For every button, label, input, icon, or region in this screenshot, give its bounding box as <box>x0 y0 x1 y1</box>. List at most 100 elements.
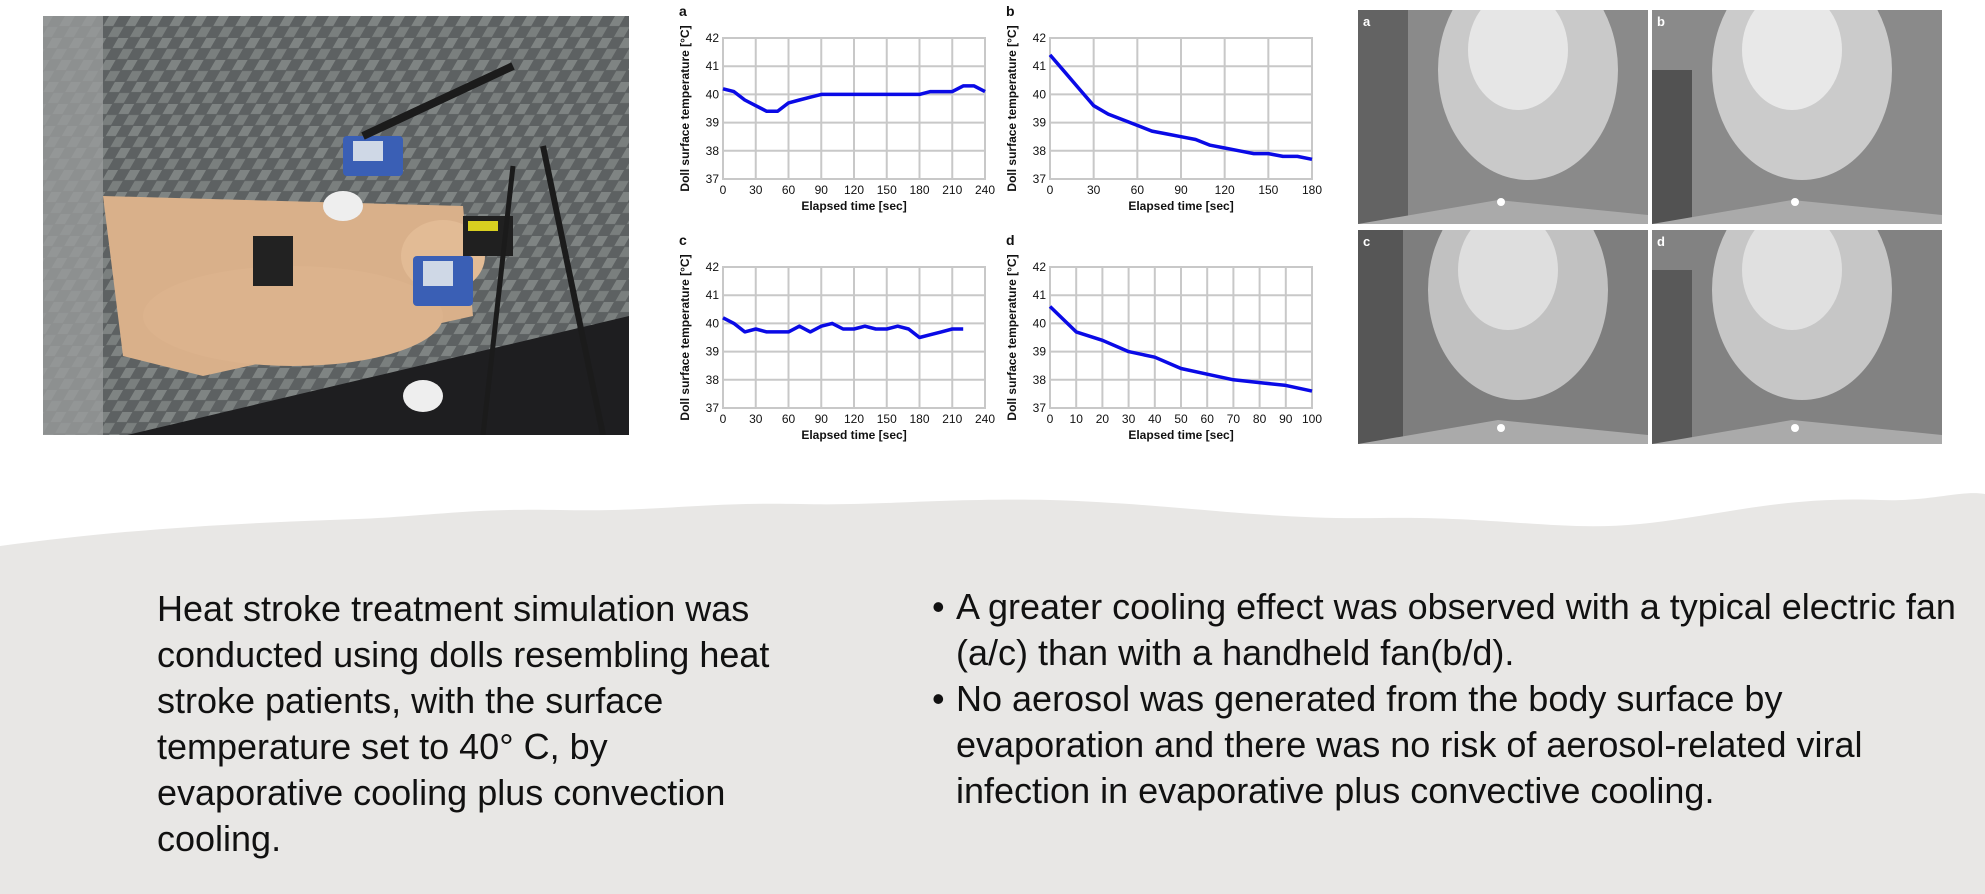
chart-b-svg: b 0 30 60 90 120 150 180 37 38 39 40 41 42 Elapsed tim… <box>1005 3 1322 213</box>
x-tick-label: 50 <box>1174 412 1188 426</box>
schlieren-label-c: c <box>1363 234 1371 249</box>
y-axis-label: Doll surface temperature [°C] <box>1005 254 1019 420</box>
y-tick-label: 39 <box>1033 116 1047 130</box>
y-tick-label: 40 <box>1033 87 1047 101</box>
x-tick-label: 40 <box>1148 412 1162 426</box>
temperature-charts: a 0 30 60 90 120 150 180 210 240 37 38 39 40 41 42 Elaps… <box>675 0 1335 460</box>
bullet-item: • No aerosol was generated from the body… <box>930 676 1970 814</box>
y-tick-label: 40 <box>706 87 720 101</box>
chart-b: b 0 30 60 90 120 150 180 37 38 39 40 41 42 Elapsed tim… <box>1002 0 1322 225</box>
y-tick-label: 41 <box>706 288 720 302</box>
y-tick-label: 37 <box>1033 401 1047 415</box>
panel-label: d <box>1006 232 1015 248</box>
y-tick-label: 37 <box>706 172 720 186</box>
y-tick-label: 37 <box>706 401 720 415</box>
schlieren-label-a: a <box>1363 14 1371 29</box>
schlieren-label-d: d <box>1657 234 1665 249</box>
schlieren-panel-b: b <box>1652 10 1942 224</box>
x-tick-label: 30 <box>1122 412 1136 426</box>
y-tick-label: 39 <box>706 116 720 130</box>
x-tick-label: 30 <box>749 183 763 197</box>
chart-c: c 0 30 60 90 120 150 180 210 240 37 38 39 40 41 42 Elaps… <box>675 229 995 454</box>
y-tick-label: 42 <box>706 31 720 45</box>
x-tick-label: 240 <box>975 183 995 197</box>
x-axis-label: Elapsed time [sec] <box>1128 428 1233 442</box>
temperature-series-line <box>722 84 986 114</box>
x-tick-label: 0 <box>720 183 727 197</box>
x-tick-label: 120 <box>844 183 864 197</box>
x-tick-label: 180 <box>909 412 929 426</box>
x-tick-label: 150 <box>877 183 897 197</box>
y-tick-label: 38 <box>1033 373 1047 387</box>
schlieren-label-b: b <box>1657 14 1665 29</box>
y-axis-label: Doll surface temperature [°C] <box>678 254 692 420</box>
x-tick-label: 150 <box>1258 183 1278 197</box>
bullet-dot: • <box>932 678 945 719</box>
x-tick-label: 120 <box>844 412 864 426</box>
y-tick-label: 40 <box>1033 316 1047 330</box>
x-axis-label: Elapsed time [sec] <box>801 199 906 213</box>
chart-a-svg: a 0 30 60 90 120 150 180 210 240 37 38 39 40 41 42 Elaps… <box>678 3 995 213</box>
y-tick-label: 42 <box>1033 31 1047 45</box>
temperature-series-line <box>722 316 964 340</box>
x-tick-label: 60 <box>1201 412 1215 426</box>
bullet-text: A greater cooling effect was observed wi… <box>956 586 1956 673</box>
x-tick-label: 0 <box>720 412 727 426</box>
x-tick-label: 210 <box>942 412 962 426</box>
bullet-item: • A greater cooling effect was observed … <box>930 584 1970 676</box>
mannequin-photo <box>43 16 629 435</box>
y-tick-label: 37 <box>1033 172 1047 186</box>
chart-a: a 0 30 60 90 120 150 180 210 240 37 38 39 40 41 42 Elaps… <box>675 0 995 225</box>
temperature-series-line <box>1048 53 1313 162</box>
y-axis-label: Doll surface temperature [°C] <box>1005 25 1019 191</box>
chart-c-svg: c 0 30 60 90 120 150 180 210 240 37 38 39 40 41 42 Elaps… <box>678 232 995 442</box>
schlieren-panel-a: a <box>1358 10 1648 224</box>
x-tick-label: 0 <box>1047 183 1054 197</box>
chart-d: d 0 10 20 30 40 50 60 70 80 90 100 37 38 39 40 41 42 Elaps… <box>1002 229 1322 454</box>
x-tick-label: 180 <box>909 183 929 197</box>
y-tick-label: 40 <box>706 316 720 330</box>
x-tick-label: 80 <box>1253 412 1267 426</box>
schlieren-images: a b c d <box>1358 10 1942 446</box>
x-tick-label: 20 <box>1096 412 1110 426</box>
x-axis-label: Elapsed time [sec] <box>1128 199 1233 213</box>
panel-label: a <box>679 3 687 19</box>
x-tick-label: 70 <box>1227 412 1241 426</box>
temperature-series-line <box>1048 305 1313 393</box>
x-tick-label: 150 <box>877 412 897 426</box>
y-tick-label: 39 <box>1033 345 1047 359</box>
summary-band <box>0 490 1985 894</box>
bullet-dot: • <box>932 586 945 627</box>
y-tick-label: 41 <box>706 59 720 73</box>
x-tick-label: 180 <box>1302 183 1322 197</box>
bullet-text: No aerosol was generated from the body s… <box>956 678 1863 811</box>
schlieren-panel-c: c <box>1358 230 1648 444</box>
x-tick-label: 10 <box>1070 412 1084 426</box>
x-tick-label: 90 <box>1174 183 1188 197</box>
y-tick-label: 39 <box>706 345 720 359</box>
y-tick-label: 38 <box>706 144 720 158</box>
torn-edge-background <box>0 493 1985 894</box>
y-tick-label: 38 <box>1033 144 1047 158</box>
x-tick-label: 120 <box>1215 183 1235 197</box>
x-tick-label: 240 <box>975 412 995 426</box>
summary-left-text: Heat stroke treatment simulation was con… <box>157 588 770 859</box>
x-tick-label: 90 <box>815 183 829 197</box>
y-tick-label: 41 <box>1033 288 1047 302</box>
y-tick-label: 41 <box>1033 59 1047 73</box>
y-axis-label: Doll surface temperature [°C] <box>678 25 692 191</box>
x-tick-label: 60 <box>782 412 796 426</box>
x-tick-label: 210 <box>942 183 962 197</box>
summary-bullets: • A greater cooling effect was observed … <box>930 584 1970 814</box>
x-tick-label: 30 <box>749 412 763 426</box>
x-tick-label: 90 <box>815 412 829 426</box>
panel-label: c <box>679 232 687 248</box>
x-tick-label: 100 <box>1302 412 1322 426</box>
x-tick-label: 60 <box>782 183 796 197</box>
x-tick-label: 60 <box>1131 183 1145 197</box>
x-tick-label: 90 <box>1279 412 1293 426</box>
panel-label: b <box>1006 3 1015 19</box>
x-axis-label: Elapsed time [sec] <box>801 428 906 442</box>
chart-d-svg: d 0 10 20 30 40 50 60 70 80 90 100 37 38 39 40 41 42 Elaps… <box>1005 232 1322 442</box>
y-tick-label: 42 <box>1033 260 1047 274</box>
